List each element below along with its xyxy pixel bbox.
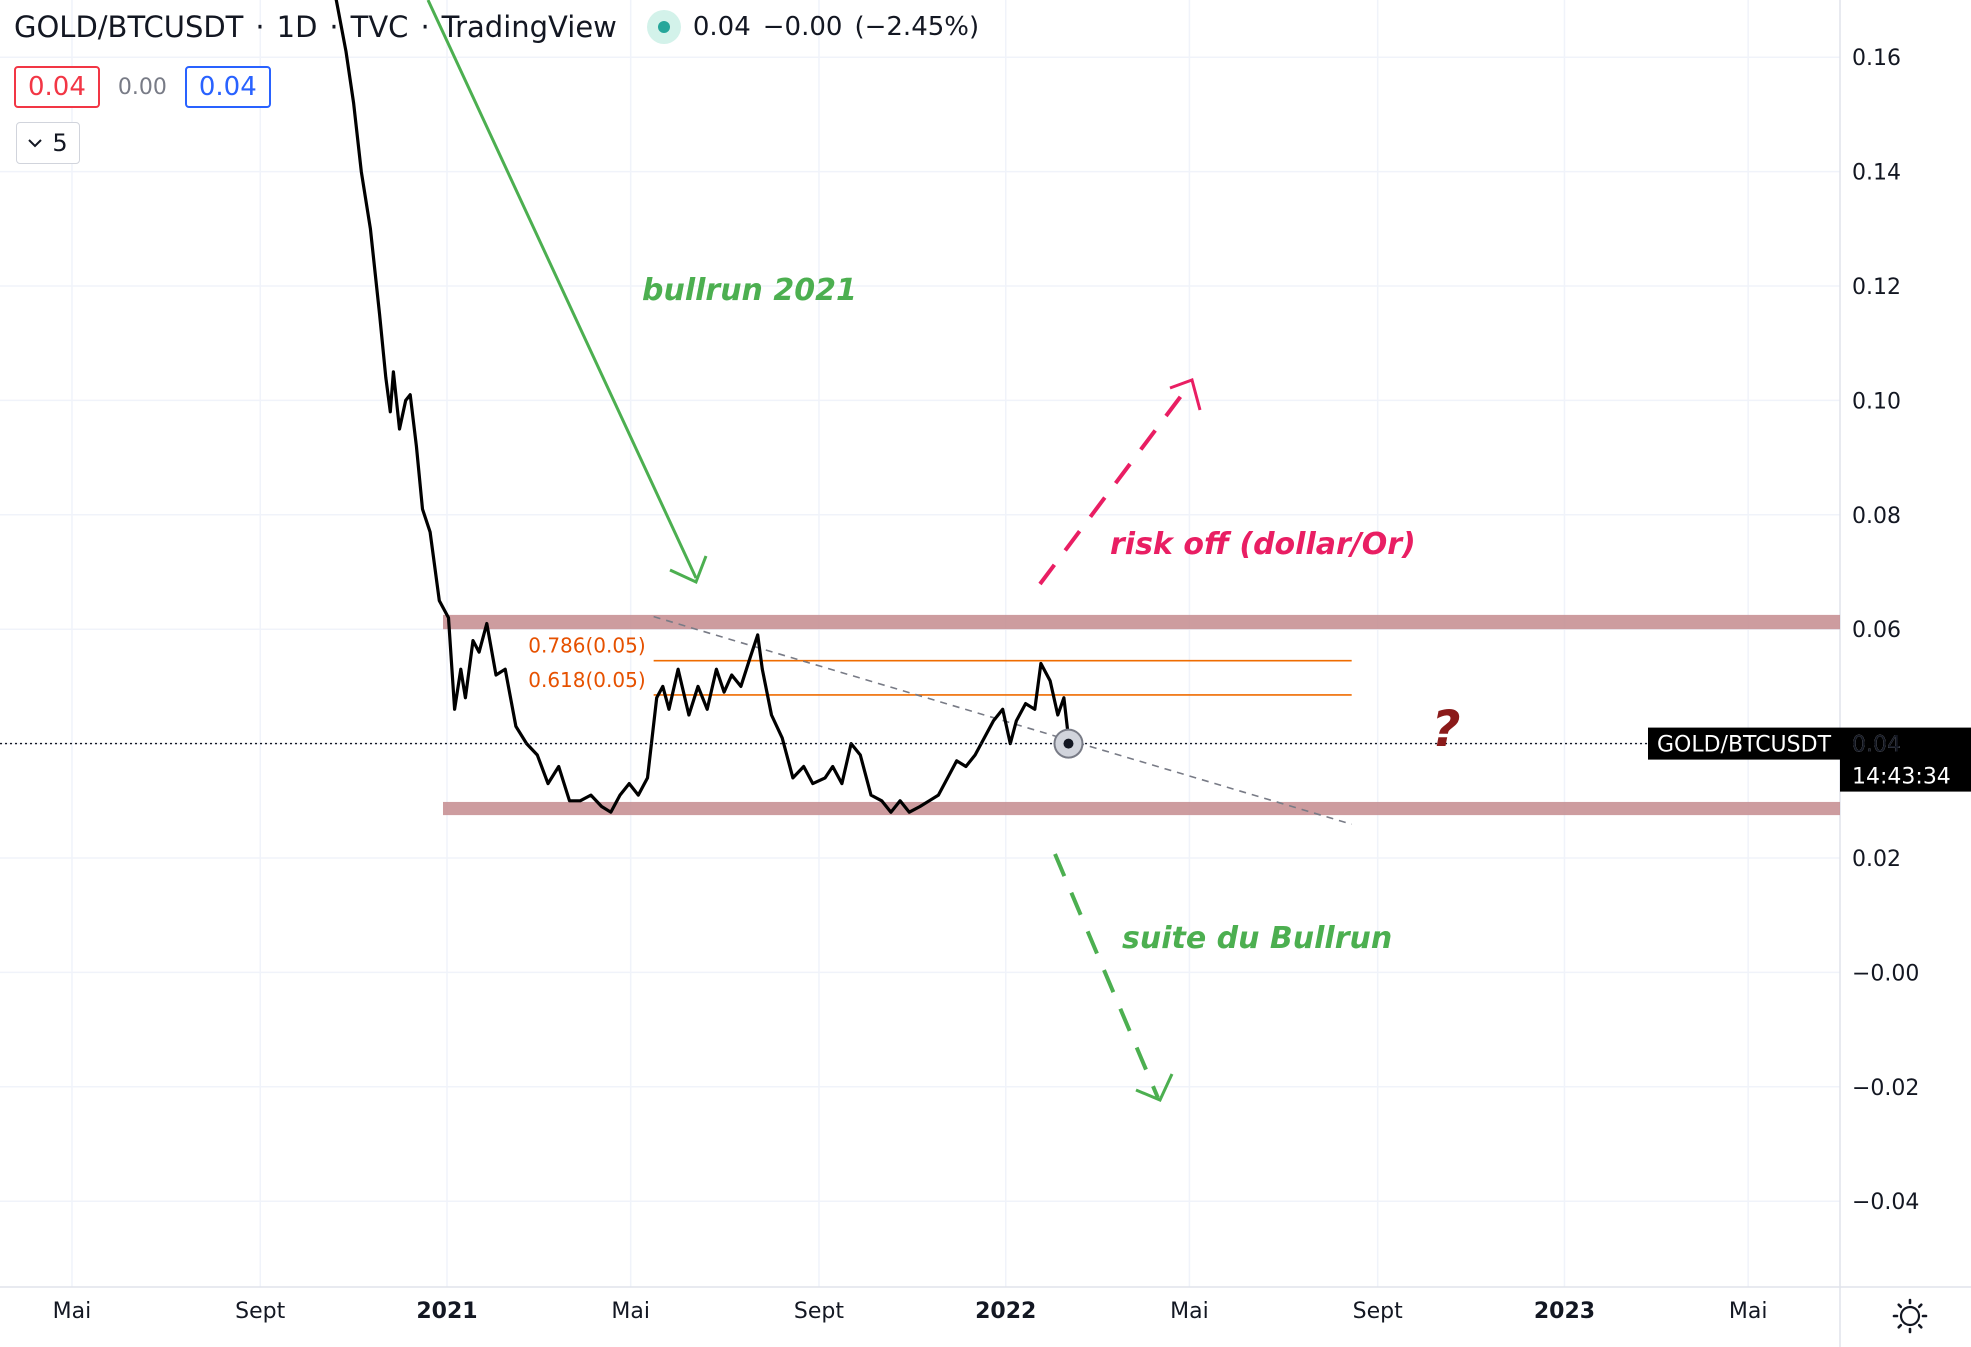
x-tick-label: Mai <box>53 1299 92 1324</box>
x-tick-label: Sept <box>1353 1299 1403 1324</box>
zone-resistance <box>442 614 1841 630</box>
symbol-legend[interactable]: GOLD/BTCUSDT · 1D · TVC · TradingView 0.… <box>14 10 979 44</box>
y-tick-label: 0.10 <box>1852 389 1901 414</box>
price-line <box>334 0 1071 814</box>
zone-support <box>442 801 1841 816</box>
last-value: 0.04 <box>692 12 751 42</box>
buy-button[interactable]: 0.04 <box>184 66 271 108</box>
risk-off-label: risk off (dollar/Or) <box>1110 527 1416 562</box>
x-tick-label: Sept <box>235 1299 285 1324</box>
bullrun-label: bullrun 2021 <box>642 273 857 308</box>
risk-off-arrowhead <box>1169 378 1202 411</box>
chevron-down-icon <box>28 139 43 148</box>
current-price: GOLD/BTCUSDT 0.04 14:43:34 <box>0 727 1971 792</box>
suite-arrowhead <box>1135 1073 1174 1102</box>
exchange: TVC <box>350 10 409 44</box>
x-tick-label: Mai <box>1170 1299 1209 1324</box>
descending-trendline <box>653 615 1352 826</box>
change-percent: (−2.45%) <box>854 12 980 42</box>
settings-gear-icon[interactable] <box>1892 1298 1928 1334</box>
grid-lines <box>0 0 1840 1287</box>
annotations: bullrun 2021 risk off (dollar/Or) suite du… <box>426 0 1461 1102</box>
x-tick-label: Mai <box>611 1299 650 1324</box>
y-tick-label: 0.08 <box>1852 504 1901 529</box>
fib-levels: 0.786(0.05) 0.618(0.05) <box>528 634 1352 696</box>
time-axis[interactable]: Mai Sept 2021 Mai Sept 2022 Mai Sept 2023 Mai <box>53 1299 1768 1324</box>
y-tick-label: 0.04 <box>1852 733 1901 758</box>
x-tick-label: Mai <box>1729 1299 1768 1324</box>
indicators-toggle-button[interactable]: 5 <box>16 122 80 164</box>
symbol-label-text: GOLD/BTCUSDT <box>1657 733 1832 758</box>
y-tick-label: −0.04 <box>1852 1190 1919 1215</box>
x-tick-label: 2021 <box>416 1299 477 1324</box>
question-mark: ? <box>1431 700 1460 758</box>
spread-value: 0.00 <box>117 74 167 100</box>
indicators-count: 5 <box>52 129 68 157</box>
legend-separator: · <box>255 10 265 44</box>
sell-button[interactable]: 0.04 <box>14 66 100 108</box>
y-tick-label: 0.16 <box>1852 46 1901 71</box>
x-tick-label: Sept <box>794 1299 844 1324</box>
x-tick-label: 2022 <box>975 1299 1036 1324</box>
y-tick-label: 0.12 <box>1852 275 1901 300</box>
y-tick-label: −0.02 <box>1852 1076 1919 1101</box>
y-tick-label: 0.14 <box>1852 161 1901 186</box>
symbol-label-box <box>1648 727 1840 760</box>
change-value: −0.00 <box>762 12 843 42</box>
price-label-box <box>1840 727 1971 792</box>
platform: TradingView <box>441 10 617 44</box>
bullrun-arrow <box>426 0 698 579</box>
price-axis[interactable]: 0.16 0.14 0.12 0.10 0.08 0.06 0.04 0.02 −0.00 −0.… <box>1852 46 1919 1215</box>
market-status-icon[interactable] <box>646 10 681 44</box>
legend-separator: · <box>329 10 339 44</box>
price-label-countdown: 14:43:34 <box>1852 765 1951 790</box>
zones <box>442 614 1841 816</box>
y-tick-label: −0.00 <box>1852 961 1919 986</box>
suite-arrow <box>1053 853 1160 1099</box>
interval[interactable]: 1D <box>276 10 318 44</box>
y-tick-label: 0.06 <box>1852 618 1901 643</box>
current-price-dot <box>1063 738 1074 749</box>
fib-level-label: 0.618(0.05) <box>528 668 645 692</box>
x-tick-label: 2023 <box>1534 1299 1595 1324</box>
symbol-name[interactable]: GOLD/BTCUSDT <box>14 10 244 44</box>
y-tick-label: 0.02 <box>1852 847 1901 872</box>
price-series <box>334 0 1071 814</box>
trendline <box>653 615 1352 826</box>
trade-buttons: 0.04 0.00 0.04 <box>14 66 271 108</box>
bullrun-arrowhead <box>669 555 708 585</box>
legend-separator: · <box>420 10 430 44</box>
price-label-value: 0.04 <box>1852 733 1901 758</box>
fib-level-label: 0.786(0.05) <box>528 634 645 658</box>
suite-label: suite du Bullrun <box>1122 921 1392 956</box>
